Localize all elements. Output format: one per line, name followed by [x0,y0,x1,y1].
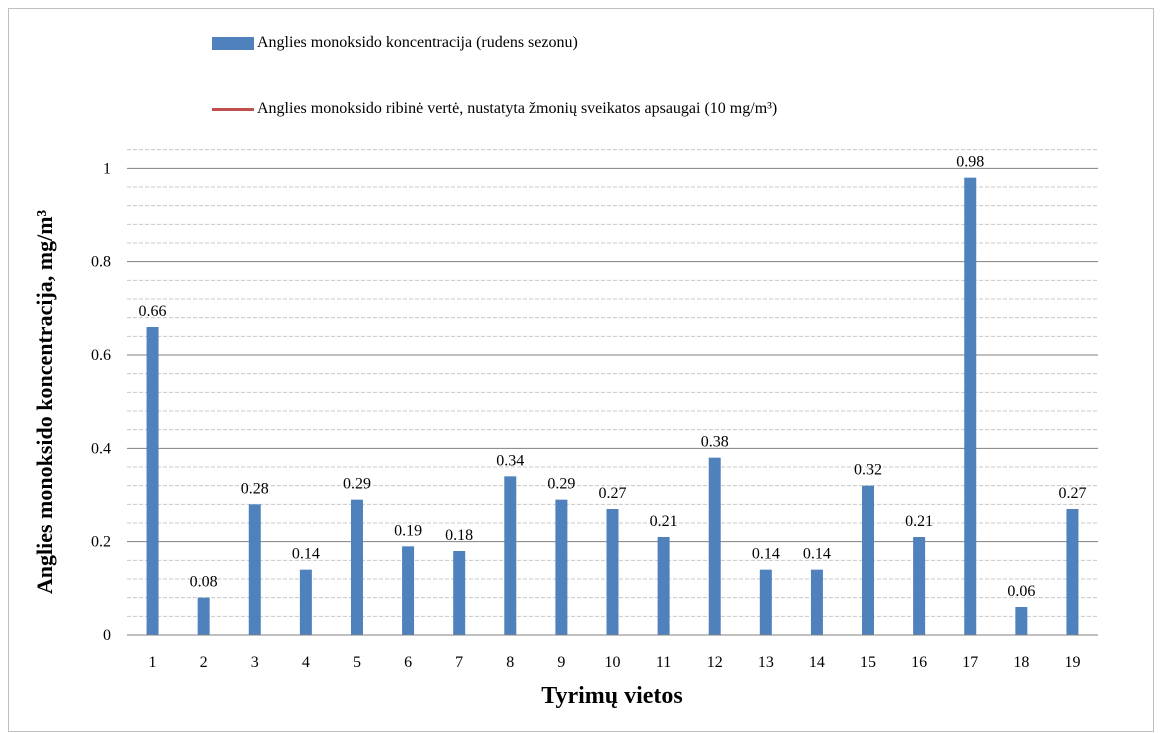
y-tick-label: 0.6 [91,347,111,364]
data-label: 0.66 [139,303,167,320]
x-tick-label: 14 [809,654,825,671]
data-label: 0.98 [956,154,984,171]
x-tick-label: 19 [1064,654,1080,671]
data-label: 0.29 [547,476,575,493]
bar [964,178,976,635]
bar [504,476,516,635]
x-tick-label: 13 [758,654,774,671]
y-tick-label: 0 [103,627,111,644]
x-tick-label: 10 [605,654,621,671]
x-tick-label: 4 [302,654,310,671]
y-tick-labels: 0 0.2 0.4 0.6 0.8 1 [91,160,111,644]
bar [147,327,159,635]
bars [147,178,1079,635]
bar [555,500,567,635]
bar [198,598,210,635]
data-label: 0.29 [343,476,371,493]
x-tick-label: 16 [911,654,927,671]
x-tick-label: 8 [506,654,514,671]
bar [607,509,619,635]
data-label: 0.34 [496,452,524,469]
data-label: 0.27 [599,485,627,502]
bar [351,500,363,635]
x-tick-label: 5 [353,654,361,671]
bar [862,486,874,635]
x-tick-label: 7 [455,654,463,671]
data-label: 0.14 [803,546,831,563]
x-tick-label: 9 [557,654,565,671]
x-tick-label: 18 [1013,654,1029,671]
x-axis-label: Tyrimų vietos [541,683,683,709]
x-tick-label: 3 [251,654,259,671]
data-label: 0.19 [394,522,422,539]
data-label: 0.18 [445,527,473,544]
bar [658,537,670,635]
data-label: 0.27 [1058,485,1086,502]
data-label: 0.14 [292,546,320,563]
bar [709,458,721,635]
data-label: 0.08 [190,574,218,591]
x-tick-label: 12 [707,654,723,671]
y-axis-label: Anglies monoksido koncentracija, mg/m³ [32,209,57,594]
bar [913,537,925,635]
bar [402,546,414,635]
x-tick-label: 17 [962,654,978,671]
data-label: 0.38 [701,434,729,451]
data-label: 0.21 [905,513,933,530]
bar [249,504,261,635]
x-tick-labels: 1 2 3 4 5 6 7 8 9 10 11 12 13 14 15 16 17 18 19 [149,654,1081,671]
x-tick-label: 1 [149,654,157,671]
bar [453,551,465,635]
bar [1066,509,1078,635]
bar [760,570,772,635]
bar [811,570,823,635]
bar [1015,607,1027,635]
data-label: 0.21 [650,513,678,530]
data-label: 0.28 [241,480,269,497]
data-label: 0.14 [752,546,780,563]
y-tick-label: 0.8 [91,254,111,271]
y-tick-label: 1 [103,160,111,177]
x-tick-label: 15 [860,654,876,671]
x-tick-label: 2 [200,654,208,671]
data-label: 0.32 [854,462,882,479]
y-tick-label: 0.2 [91,534,111,551]
data-label: 0.06 [1007,583,1035,600]
bar [300,570,312,635]
x-tick-label: 6 [404,654,412,671]
x-tick-label: 11 [656,654,671,671]
y-tick-label: 0.4 [91,440,111,457]
